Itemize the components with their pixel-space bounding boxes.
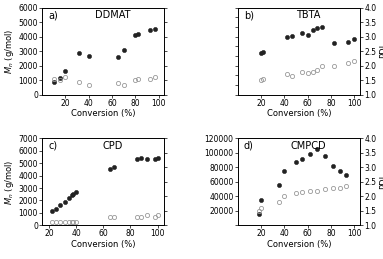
Text: TBTA: TBTA xyxy=(296,10,321,20)
X-axis label: Conversion (%): Conversion (%) xyxy=(71,240,136,249)
Text: DDMAT: DDMAT xyxy=(95,10,131,20)
Y-axis label: $M_n$ (g/mol): $M_n$ (g/mol) xyxy=(3,159,16,205)
X-axis label: Conversion (%): Conversion (%) xyxy=(267,109,331,118)
Y-axis label: PDI: PDI xyxy=(379,175,383,189)
Text: CPD: CPD xyxy=(103,141,123,151)
Y-axis label: PDI: PDI xyxy=(379,44,383,58)
Text: d): d) xyxy=(244,141,254,151)
Text: CMPCD: CMPCD xyxy=(291,141,326,151)
Y-axis label: $M_n$ (g/mol): $M_n$ (g/mol) xyxy=(3,28,16,74)
X-axis label: Conversion (%): Conversion (%) xyxy=(267,240,331,249)
Text: a): a) xyxy=(48,10,58,20)
Text: c): c) xyxy=(48,141,57,151)
Text: b): b) xyxy=(244,10,254,20)
X-axis label: Conversion (%): Conversion (%) xyxy=(71,109,136,118)
